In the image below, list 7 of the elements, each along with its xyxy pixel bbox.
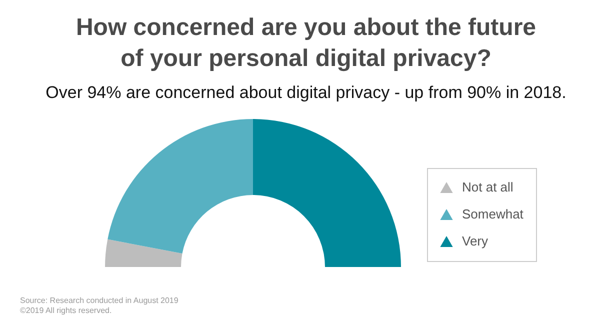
chart-title: How concerned are you about the future of your personal digital privacy? — [76, 14, 536, 72]
chart-subtitle: Over 94% are concerned about digital privacy - up from 90% in 2018. — [46, 83, 566, 102]
source-note: Source: Research conducted in August 2019 — [20, 296, 178, 306]
legend-label: Very — [462, 234, 489, 248]
legend-label: Not at all — [462, 180, 514, 194]
legend-label: Somewhat — [462, 206, 524, 222]
text: ©2019 All rights reserved. — [20, 306, 113, 316]
